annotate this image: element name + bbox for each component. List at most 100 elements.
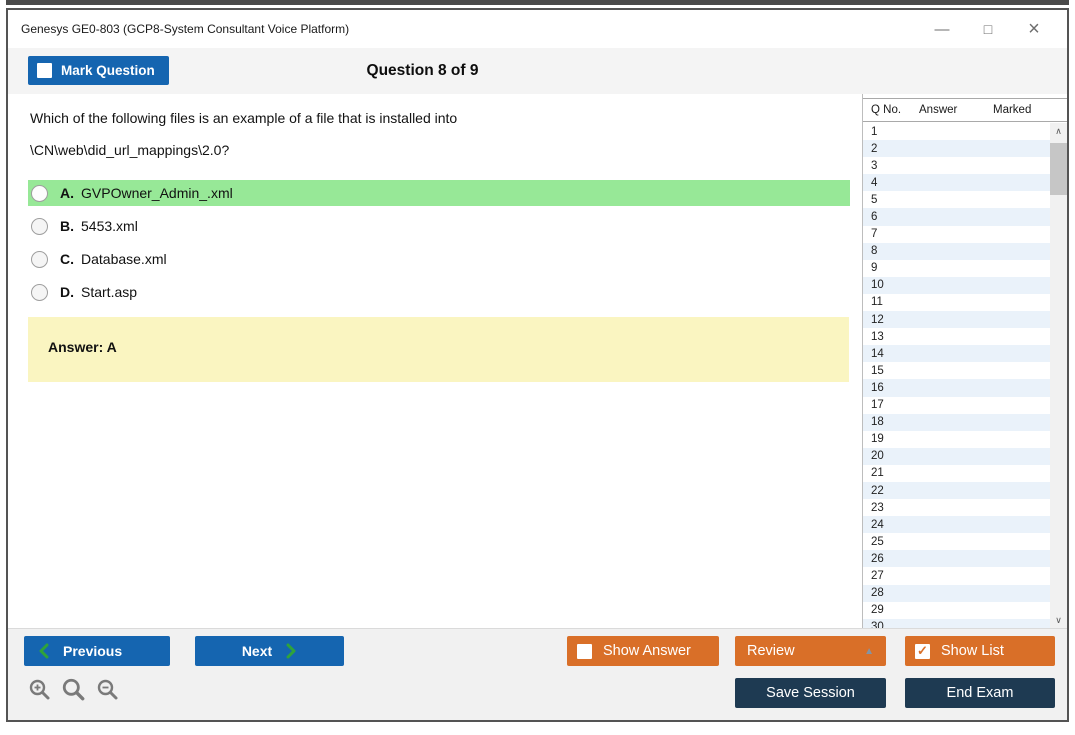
question-list-row[interactable]: 30 <box>863 618 1050 628</box>
question-list-row[interactable]: 5 <box>863 191 1050 208</box>
end-exam-button[interactable]: End Exam <box>905 678 1055 708</box>
question-list-row[interactable]: 24 <box>863 516 1050 534</box>
question-list-row[interactable]: 25 <box>863 533 1050 550</box>
option-letter: C. <box>60 251 74 267</box>
question-list-row[interactable]: 11 <box>863 294 1050 311</box>
question-list-row[interactable]: 23 <box>863 499 1050 516</box>
row-qno: 27 <box>871 569 884 582</box>
close-icon[interactable]: × <box>1028 17 1040 40</box>
row-qno: 5 <box>871 193 878 206</box>
question-list-row[interactable]: 8 <box>863 242 1050 260</box>
option-text: GVPOwner_Admin_.xml <box>81 185 233 201</box>
row-qno: 25 <box>871 535 884 548</box>
review-button[interactable]: Review ▲ <box>735 636 886 666</box>
mark-question-button[interactable]: Mark Question <box>28 56 169 85</box>
question-text-line1: Which of the following files is an examp… <box>30 110 458 126</box>
show-list-button[interactable]: ✓ Show List <box>905 636 1055 666</box>
column-header-marked: Marked <box>993 104 1032 116</box>
maximize-icon[interactable]: □ <box>983 21 993 37</box>
show-list-checkbox[interactable]: ✓ <box>915 643 930 659</box>
question-list-row[interactable]: 19 <box>863 431 1050 448</box>
review-label: Review <box>747 643 795 659</box>
column-header-qno: Q No. <box>871 104 902 116</box>
scroll-down-icon[interactable]: ∨ <box>1055 614 1062 625</box>
radio-icon[interactable] <box>31 250 48 268</box>
show-answer-button[interactable]: Show Answer <box>567 636 719 666</box>
question-list-row[interactable]: 26 <box>863 550 1050 568</box>
row-qno: 29 <box>871 604 884 617</box>
question-list-row[interactable]: 28 <box>863 584 1050 602</box>
question-list-row[interactable]: 6 <box>863 208 1050 226</box>
row-qno: 15 <box>871 364 884 377</box>
row-qno: 3 <box>871 159 878 172</box>
question-list-scrollbar[interactable]: ∧ ∨ <box>1050 123 1067 628</box>
show-answer-checkbox[interactable] <box>577 643 592 659</box>
row-qno: 10 <box>871 279 884 292</box>
previous-button[interactable]: Previous <box>24 636 170 666</box>
question-list-rows: 1 2 3 4 5 6 7 8 9 10 11 12 13 14 15 16 17 18 19 20 21 22 23 24 2… <box>863 123 1050 628</box>
row-qno: 13 <box>871 330 884 343</box>
option-letter: B. <box>60 218 74 234</box>
row-qno: 18 <box>871 416 884 429</box>
radio-icon[interactable] <box>31 283 48 301</box>
question-list-header: Q No. Answer Marked <box>863 98 1067 122</box>
radio-icon[interactable] <box>31 184 48 202</box>
save-session-button[interactable]: Save Session <box>735 678 886 708</box>
scroll-up-icon[interactable]: ∧ <box>1055 125 1062 136</box>
minimize-icon[interactable]: — <box>934 20 950 38</box>
row-qno: 17 <box>871 399 884 412</box>
scrollbar-thumb[interactable] <box>1050 143 1067 195</box>
radio-icon[interactable] <box>31 217 48 235</box>
question-list-row[interactable]: 1 <box>863 123 1050 140</box>
question-list-row[interactable]: 13 <box>863 328 1050 345</box>
question-list-row[interactable]: 4 <box>863 174 1050 192</box>
option-a[interactable]: A. GVPOwner_Admin_.xml <box>28 180 850 206</box>
row-qno: 26 <box>871 552 884 565</box>
row-qno: 12 <box>871 313 884 326</box>
row-qno: 28 <box>871 587 884 600</box>
question-counter: Question 8 of 9 <box>366 62 479 79</box>
question-list-row[interactable]: 16 <box>863 379 1050 397</box>
chevron-right-icon <box>286 643 296 659</box>
question-list-row[interactable]: 2 <box>863 140 1050 158</box>
column-header-answer: Answer <box>919 104 958 116</box>
row-qno: 20 <box>871 450 884 463</box>
option-c[interactable]: C. Database.xml <box>28 246 850 272</box>
question-list-row[interactable]: 9 <box>863 260 1050 277</box>
mark-question-checkbox[interactable] <box>37 63 52 78</box>
options-list: A. GVPOwner_Admin_.xml B. 5453.xml C. Da… <box>8 180 862 305</box>
row-qno: 1 <box>871 125 878 138</box>
mark-question-label: Mark Question <box>61 63 155 78</box>
question-list-row[interactable]: 15 <box>863 362 1050 379</box>
question-list-row[interactable]: 21 <box>863 465 1050 482</box>
question-list-row[interactable]: 20 <box>863 447 1050 465</box>
question-list-row[interactable]: 3 <box>863 157 1050 174</box>
question-list-row[interactable]: 12 <box>863 311 1050 329</box>
question-list-row[interactable]: 29 <box>863 602 1050 619</box>
triangle-up-icon: ▲ <box>864 645 874 657</box>
option-b[interactable]: B. 5453.xml <box>28 213 850 239</box>
show-answer-label: Show Answer <box>603 643 691 659</box>
question-list-row[interactable]: 22 <box>863 481 1050 500</box>
row-qno: 24 <box>871 518 884 531</box>
zoom-out-icon[interactable] <box>96 678 120 702</box>
option-d[interactable]: D. Start.asp <box>28 279 850 305</box>
question-panel: Which of the following files is an examp… <box>8 94 862 628</box>
option-text: Database.xml <box>81 251 167 267</box>
screen-edge-strip <box>6 0 1069 5</box>
row-qno: 11 <box>871 296 883 309</box>
show-list-label: Show List <box>941 643 1004 659</box>
next-button[interactable]: Next <box>195 636 344 666</box>
titlebar: Genesys GE0-803 (GCP8-System Consultant … <box>8 10 1067 48</box>
question-list-row[interactable]: 27 <box>863 567 1050 584</box>
zoom-reset-icon[interactable] <box>61 677 87 703</box>
question-list-row[interactable]: 14 <box>863 345 1050 363</box>
question-list-row[interactable]: 17 <box>863 397 1050 414</box>
row-qno: 19 <box>871 433 884 446</box>
question-list-row[interactable]: 18 <box>863 413 1050 431</box>
zoom-in-icon[interactable] <box>28 678 52 702</box>
row-qno: 2 <box>871 142 878 155</box>
question-list-row[interactable]: 7 <box>863 226 1050 243</box>
row-qno: 16 <box>871 381 884 394</box>
question-list-row[interactable]: 10 <box>863 276 1050 294</box>
